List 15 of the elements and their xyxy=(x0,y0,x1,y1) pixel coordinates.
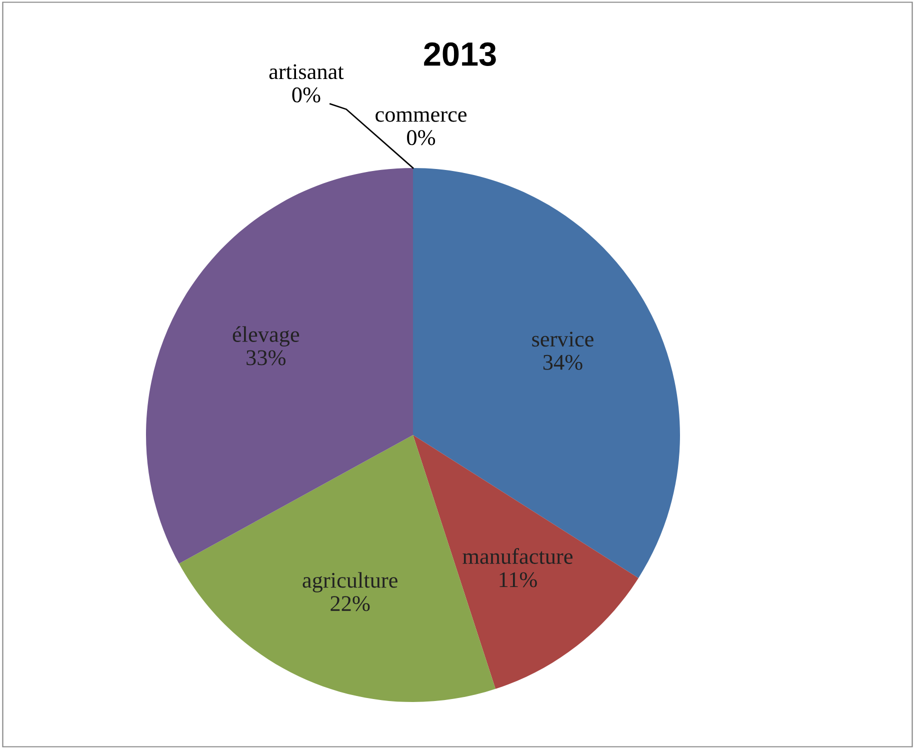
data-label: 22% xyxy=(330,596,370,612)
slice-label: élevage xyxy=(232,326,300,347)
text: 0% xyxy=(407,130,436,146)
data-label: 11% xyxy=(500,572,537,588)
slice-label: agriculture xyxy=(302,572,398,592)
slice-label: manufacture xyxy=(462,548,572,564)
slice-label: service xyxy=(532,332,594,347)
chart-title: 2013 xyxy=(424,42,496,66)
category-label: commerce xyxy=(376,111,467,122)
text: 0% xyxy=(292,87,320,102)
data-label: 34% xyxy=(543,354,582,370)
pie-slice xyxy=(413,435,638,689)
data-label: 33% xyxy=(246,350,286,366)
pie-slice xyxy=(146,168,413,564)
category-label: artisanat xyxy=(269,64,344,80)
